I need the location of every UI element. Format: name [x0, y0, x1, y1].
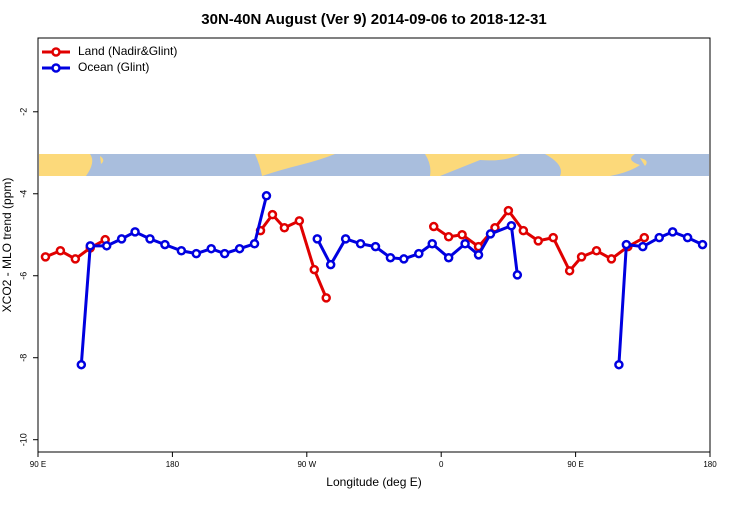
x-axis-label: Longitude (deg E) — [326, 475, 421, 489]
x-tick-label: 90 W — [297, 460, 316, 469]
data-point — [70, 254, 81, 264]
data-point — [457, 230, 467, 240]
data-point — [219, 248, 230, 259]
series-line — [259, 212, 328, 299]
y-tick-label: -8 — [18, 354, 28, 362]
data-point — [191, 248, 202, 259]
data-point — [564, 266, 575, 276]
data-point — [279, 223, 290, 233]
data-point — [294, 216, 305, 226]
data-point — [312, 234, 323, 244]
data-point — [399, 254, 409, 264]
data-point — [518, 225, 529, 236]
data-point — [249, 239, 260, 249]
data-point — [533, 236, 544, 246]
y-axis-label: XCO2 - MLO trend (ppm) — [0, 178, 14, 313]
data-point — [101, 241, 112, 251]
data-point — [506, 220, 517, 231]
legend-marker — [51, 63, 61, 73]
data-point — [267, 209, 278, 220]
legend-marker — [51, 47, 61, 57]
data-point — [638, 241, 648, 252]
data-point — [261, 191, 272, 201]
data-point — [427, 239, 437, 249]
y-tick-label: -4 — [18, 190, 28, 198]
data-point — [309, 264, 320, 275]
data-point — [697, 239, 708, 250]
data-point — [614, 359, 624, 370]
series-line — [79, 195, 268, 365]
plot-frame — [37, 37, 711, 453]
series-line — [617, 230, 704, 365]
data-point — [512, 270, 523, 280]
data-point — [130, 227, 140, 237]
data-point — [606, 254, 617, 264]
x-tick-label: 90 E — [567, 460, 583, 469]
y-tick-label: -10 — [18, 433, 28, 446]
data-point — [460, 239, 470, 249]
data-point — [639, 232, 650, 243]
map-band — [39, 154, 709, 176]
data-point — [145, 234, 155, 244]
data-point — [654, 232, 664, 243]
data-point — [503, 205, 514, 216]
x-tick-label: 180 — [166, 460, 180, 469]
data-point — [576, 252, 587, 262]
data-point — [321, 293, 331, 303]
data-point — [76, 359, 87, 370]
chart-title: 30N-40N August (Ver 9) 2014-09-06 to 201… — [201, 11, 546, 28]
data-point — [85, 241, 96, 251]
data-point — [385, 252, 396, 263]
data-point — [667, 227, 678, 237]
data-point — [621, 239, 632, 250]
x-tick-label: 180 — [703, 460, 717, 469]
x-tick-label: 90 E — [30, 460, 46, 469]
data-point — [443, 232, 454, 242]
y-tick-label: -6 — [18, 272, 28, 280]
data-point — [206, 243, 216, 254]
data-point — [414, 248, 424, 259]
data-point — [40, 252, 51, 262]
legend-label: Land (Nadir&Glint) — [78, 44, 177, 58]
data-point — [355, 239, 366, 249]
data-point — [55, 245, 66, 256]
data-point — [548, 232, 558, 243]
data-point — [340, 234, 351, 244]
data-point — [485, 229, 496, 239]
y-tick-label: -2 — [18, 108, 28, 116]
data-point — [591, 245, 602, 256]
data-point — [176, 245, 187, 256]
data-point — [473, 250, 484, 260]
data-point — [370, 241, 381, 252]
data-point — [682, 232, 693, 243]
x-tick-label: 0 — [439, 460, 444, 469]
legend-label: Ocean (Glint) — [78, 60, 149, 74]
data-point — [160, 239, 170, 250]
data-point — [234, 243, 245, 254]
data-point — [428, 221, 439, 232]
data-point — [325, 259, 336, 270]
data-point — [443, 252, 454, 263]
data-point — [116, 234, 127, 244]
